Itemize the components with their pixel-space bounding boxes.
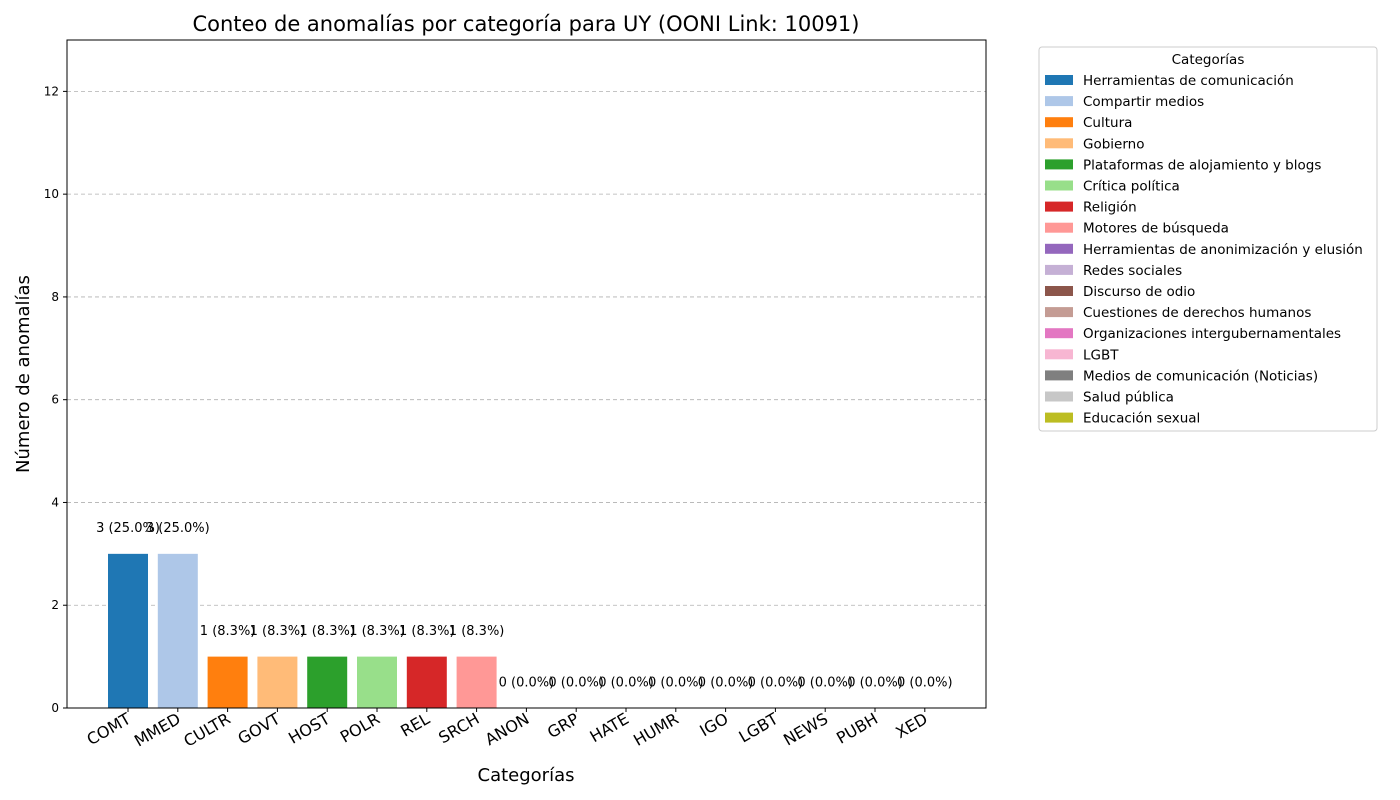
legend-entry: Plataformas de alojamiento y blogs [1083, 157, 1321, 173]
y-tick-label: 6 [51, 393, 59, 407]
legend-entry: Motores de búsqueda [1083, 221, 1229, 237]
legend-entry: Gobierno [1083, 136, 1144, 152]
bar-comt [108, 553, 148, 708]
legend-swatch [1045, 328, 1073, 339]
bar-rel [406, 656, 447, 708]
y-tick-label: 2 [51, 598, 59, 612]
x-tick-label-humr: HUMR [630, 709, 682, 750]
legend-swatch [1045, 222, 1073, 233]
legend-swatch [1045, 370, 1073, 381]
legend: Categorías Herramientas de comunicación C… [1038, 46, 1378, 432]
legend-swatch [1045, 412, 1073, 423]
y-axis-title: Número de anomalías [13, 275, 34, 473]
legend-swatch [1045, 138, 1073, 149]
x-tick-label-anon: ANON [482, 709, 533, 749]
x-tick-label-govt: GOVT [235, 709, 284, 748]
data-label-pubh: 0 (0.0%) [847, 675, 903, 690]
legend-swatch [1045, 391, 1073, 402]
legend-swatch [1045, 349, 1073, 360]
data-label-govt: 1 (8.3%) [250, 624, 306, 639]
data-label-news: 0 (0.0%) [797, 675, 853, 690]
legend-swatch [1045, 180, 1073, 191]
data-label-host: 1 (8.3%) [299, 624, 355, 639]
legend-entry: Discurso de odio [1083, 284, 1195, 300]
legend-swatch [1045, 286, 1073, 296]
legend-entry: Organizaciones intergubernamentales [1083, 326, 1341, 342]
x-axis-title: Categorías [478, 765, 575, 786]
bar-srch [456, 656, 497, 708]
y-tick-label: 0 [51, 701, 59, 715]
data-label-anon: 0 (0.0%) [499, 675, 555, 690]
data-label-igo: 0 (0.0%) [698, 675, 754, 690]
legend-title: Categorías [1172, 52, 1245, 68]
legend-entry: Crítica política [1083, 179, 1180, 195]
y-tick-label: 4 [51, 495, 59, 509]
data-label-cultr: 1 (8.3%) [200, 624, 256, 639]
x-tick-label-lgbt: LGBT [735, 709, 781, 747]
data-label-rel: 1 (8.3%) [399, 624, 455, 639]
legend-swatch [1045, 159, 1073, 170]
data-label-xed: 0 (0.0%) [897, 675, 953, 690]
x-tick-label-xed: XED [892, 709, 930, 742]
bar-govt [257, 656, 298, 708]
legend-entry: Cultura [1083, 115, 1132, 131]
chart-title: Conteo de anomalías por categoría para U… [192, 12, 859, 36]
legend-entries: Herramientas de comunicación Compartir me… [1045, 73, 1363, 427]
y-tick-label: 10 [44, 187, 59, 201]
x-tick-label-news: NEWS [780, 709, 831, 749]
bar-polr [357, 656, 397, 708]
legend-entry: Herramientas de comunicación [1083, 73, 1294, 89]
data-labels: 3 (25.0%)3 (25.0%)1 (8.3%)1 (8.3%)1 (8.3… [96, 521, 953, 690]
x-tick-label-cultr: CULTR [180, 709, 233, 751]
legend-swatch [1045, 75, 1073, 85]
legend-entry: Compartir medios [1083, 94, 1204, 110]
bars [108, 553, 497, 708]
legend-swatch [1045, 201, 1073, 212]
legend-entry: LGBT [1083, 347, 1119, 363]
legend-entry: Religión [1083, 200, 1137, 216]
y-tick-label: 12 [44, 84, 59, 98]
data-label-mmed: 3 (25.0%) [146, 521, 210, 536]
bar-cultr [207, 656, 248, 708]
legend-entry: Herramientas de anonimización y elusión [1083, 242, 1363, 258]
legend-swatch [1045, 264, 1073, 275]
grid-lines [67, 90, 986, 606]
x-tick-label-mmed: MMED [131, 709, 184, 750]
bar-mmed [157, 553, 198, 708]
x-tick-label-srch: SRCH [435, 709, 482, 747]
x-tick-label-polr: POLR [337, 709, 383, 747]
y-tick-label: 8 [51, 290, 59, 304]
legend-entry: Redes sociales [1083, 263, 1182, 279]
x-tick-label-igo: IGO [696, 709, 731, 740]
legend-entry: Medios de comunicación (Noticias) [1083, 368, 1318, 384]
data-label-hate: 0 (0.0%) [598, 675, 654, 690]
data-label-humr: 0 (0.0%) [648, 675, 704, 690]
x-tick-label-grp: GRP [544, 709, 583, 742]
x-tick-label-hate: HATE [586, 709, 632, 746]
legend-swatch [1045, 243, 1073, 254]
legend-swatch [1045, 307, 1073, 318]
data-label-srch: 1 (8.3%) [449, 624, 505, 639]
x-tick-label-rel: REL [397, 709, 433, 741]
data-label-grp: 0 (0.0%) [548, 675, 604, 690]
legend-frame [1038, 46, 1378, 432]
data-label-lgbt: 0 (0.0%) [748, 675, 804, 690]
x-tick-label-comt: COMT [83, 709, 134, 749]
bar-host [307, 656, 348, 708]
x-tick-label-pubh: PUBH [833, 709, 881, 748]
legend-swatch [1045, 96, 1073, 107]
data-label-comt: 3 (25.0%) [96, 521, 160, 536]
legend-swatch [1045, 117, 1073, 128]
legend-entry: Cuestiones de derechos humanos [1083, 305, 1311, 321]
data-label-polr: 1 (8.3%) [349, 624, 405, 639]
legend-entry: Salud pública [1083, 390, 1174, 406]
plot-frame [66, 39, 987, 709]
legend-entry: Educación sexual [1083, 411, 1200, 427]
x-tick-label-host: HOST [285, 709, 333, 748]
y-axis-ticks: 0 2 4 6 8 10 12 [44, 84, 67, 715]
